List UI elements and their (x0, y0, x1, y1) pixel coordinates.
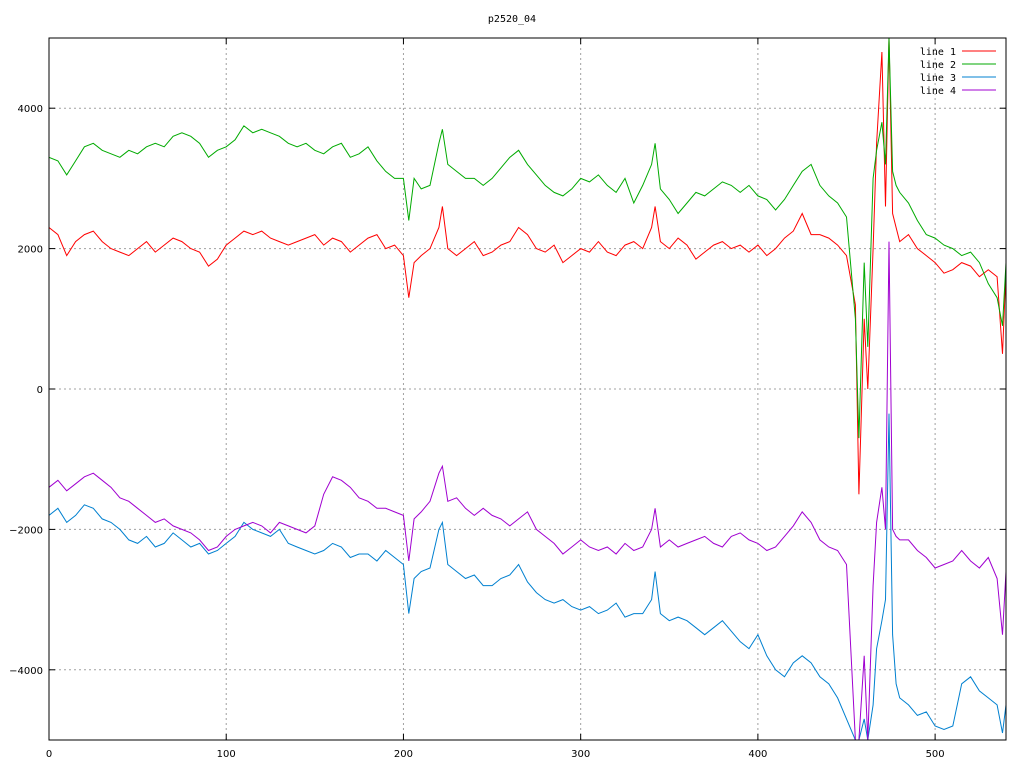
legend-label: line 2 (920, 60, 956, 71)
x-tick-label: 100 (217, 749, 236, 760)
y-tick-label: 0 (37, 385, 43, 396)
x-tick-label: 300 (571, 749, 590, 760)
x-tick-label: 0 (46, 749, 52, 760)
y-tick-label: 2000 (18, 245, 43, 256)
y-tick-label: 4000 (18, 104, 43, 115)
y-tick-label: −4000 (9, 666, 43, 677)
x-tick-label: 200 (394, 749, 413, 760)
axis-ticks: 0 100 200 300 400 500 −4000 −2000 0 2000 4000 (9, 38, 1006, 760)
legend-label: line 3 (920, 73, 956, 84)
x-tick-label: 400 (748, 749, 767, 760)
legend-label: line 1 (920, 47, 956, 58)
x-tick-label: 500 (926, 749, 945, 760)
series-line-3 (49, 413, 1006, 740)
legend-label: line 4 (920, 86, 956, 97)
y-tick-label: −2000 (9, 525, 43, 536)
series-line-4 (49, 241, 1006, 740)
series-layer (49, 38, 1006, 740)
legend: line 1 line 2 line 3 line 4 (920, 47, 996, 97)
chart-title: p2520_04 (488, 14, 536, 25)
series-line-2 (49, 38, 1006, 439)
series-line-1 (49, 38, 1006, 495)
grid-lines (49, 38, 1006, 740)
